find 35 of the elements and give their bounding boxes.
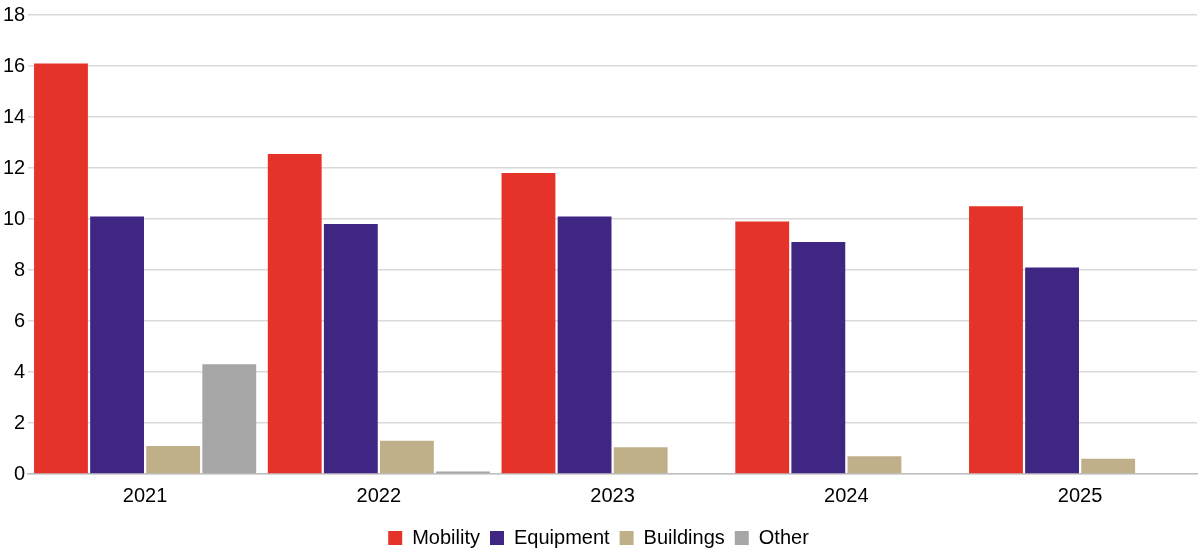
bar [202,364,257,474]
x-tick-label: 2022 [356,483,402,506]
y-tick-label: 0 [14,461,26,484]
y-tick-label: 10 [3,206,26,229]
bar [557,216,612,474]
bar [267,153,322,474]
y-tick-label: 12 [3,155,26,178]
legend-label: Other [758,525,810,548]
bar [1081,458,1136,474]
x-tick-label: 2023 [590,483,635,506]
bar [34,63,88,474]
x-tick-label: 2025 [1057,483,1103,506]
bar [791,241,846,474]
legend-label: Mobility [412,525,480,548]
bar [90,216,144,474]
legend-label: Equipment [514,525,611,548]
bar [847,456,902,474]
x-tick-label: 2024 [824,483,869,506]
legend-label: Buildings [643,525,725,548]
bar [735,221,790,474]
y-tick-label: 6 [14,308,26,331]
y-tick-label: 16 [3,53,26,76]
bar [613,447,668,474]
y-tick-label: 8 [14,257,26,280]
x-tick-label: 2021 [122,483,168,506]
y-tick-label: 14 [3,104,26,127]
y-tick-label: 2 [14,410,26,433]
bar [323,224,378,474]
y-tick-label: 18 [3,2,26,25]
bar [969,206,1023,474]
bar [379,440,434,474]
bar [146,445,201,474]
bar [1025,267,1079,474]
y-tick-label: 4 [14,359,26,382]
bar [501,173,556,474]
